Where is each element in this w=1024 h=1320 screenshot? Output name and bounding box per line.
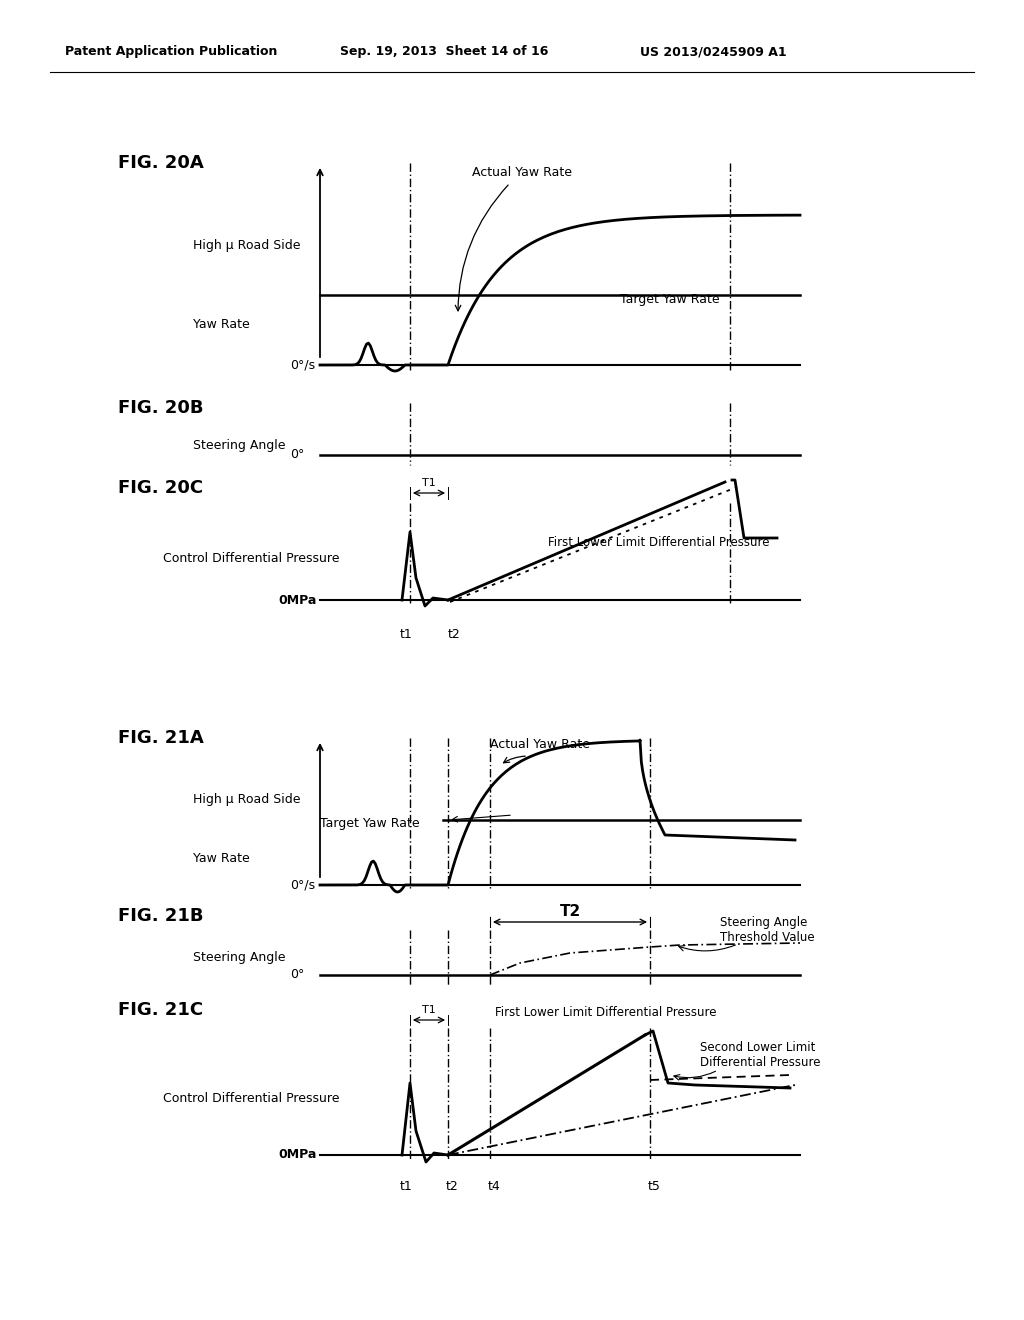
Text: t4: t4 bbox=[487, 1180, 501, 1192]
Text: High μ Road Side: High μ Road Side bbox=[193, 239, 300, 252]
Text: T1: T1 bbox=[422, 478, 436, 488]
Text: t2: t2 bbox=[447, 628, 461, 642]
Text: Yaw Rate: Yaw Rate bbox=[193, 851, 250, 865]
Text: High μ Road Side: High μ Road Side bbox=[193, 793, 300, 807]
Text: First Lower Limit Differential Pressure: First Lower Limit Differential Pressure bbox=[495, 1006, 717, 1019]
Text: 0MPa: 0MPa bbox=[278, 594, 316, 606]
Text: 0°/s: 0°/s bbox=[290, 359, 315, 371]
Text: Steering Angle
Threshold Value: Steering Angle Threshold Value bbox=[720, 916, 815, 944]
Text: Steering Angle: Steering Angle bbox=[193, 438, 286, 451]
Text: FIG. 21C: FIG. 21C bbox=[118, 1001, 203, 1019]
Text: FIG. 21A: FIG. 21A bbox=[118, 729, 204, 747]
Text: Sep. 19, 2013  Sheet 14 of 16: Sep. 19, 2013 Sheet 14 of 16 bbox=[340, 45, 549, 58]
Text: t5: t5 bbox=[647, 1180, 660, 1192]
Text: T2: T2 bbox=[559, 904, 581, 920]
Text: Actual Yaw Rate: Actual Yaw Rate bbox=[472, 165, 572, 178]
Text: Control Differential Pressure: Control Differential Pressure bbox=[163, 1092, 340, 1105]
Text: T1: T1 bbox=[422, 1005, 436, 1015]
Text: Steering Angle: Steering Angle bbox=[193, 952, 286, 965]
Text: Second Lower Limit
Differential Pressure: Second Lower Limit Differential Pressure bbox=[700, 1041, 820, 1069]
Text: FIG. 20B: FIG. 20B bbox=[118, 399, 204, 417]
Text: Control Differential Pressure: Control Differential Pressure bbox=[163, 552, 340, 565]
Text: Target Yaw Rate: Target Yaw Rate bbox=[620, 293, 720, 306]
Text: t2: t2 bbox=[445, 1180, 459, 1192]
Text: First Lower Limit Differential Pressure: First Lower Limit Differential Pressure bbox=[548, 536, 769, 549]
Text: US 2013/0245909 A1: US 2013/0245909 A1 bbox=[640, 45, 786, 58]
Text: 0°/s: 0°/s bbox=[290, 879, 315, 891]
Text: t1: t1 bbox=[399, 628, 413, 642]
Text: FIG. 20A: FIG. 20A bbox=[118, 154, 204, 172]
Text: Yaw Rate: Yaw Rate bbox=[193, 318, 250, 331]
Text: Actual Yaw Rate: Actual Yaw Rate bbox=[490, 738, 590, 751]
Text: FIG. 21B: FIG. 21B bbox=[118, 907, 204, 925]
Text: FIG. 20C: FIG. 20C bbox=[118, 479, 203, 498]
Text: t1: t1 bbox=[399, 1180, 413, 1192]
Text: 0MPa: 0MPa bbox=[278, 1148, 316, 1162]
Text: Patent Application Publication: Patent Application Publication bbox=[65, 45, 278, 58]
Text: 0°: 0° bbox=[290, 969, 304, 982]
Text: Target Yaw Rate: Target Yaw Rate bbox=[319, 817, 420, 829]
Text: 0°: 0° bbox=[290, 449, 304, 462]
